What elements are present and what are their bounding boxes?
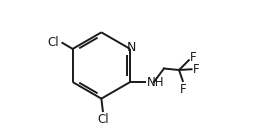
Text: F: F — [193, 63, 200, 76]
Text: NH: NH — [147, 76, 164, 89]
Text: F: F — [190, 52, 197, 64]
Text: Cl: Cl — [47, 36, 59, 49]
Text: F: F — [180, 83, 186, 96]
Text: Cl: Cl — [97, 113, 109, 126]
Text: N: N — [127, 41, 136, 54]
